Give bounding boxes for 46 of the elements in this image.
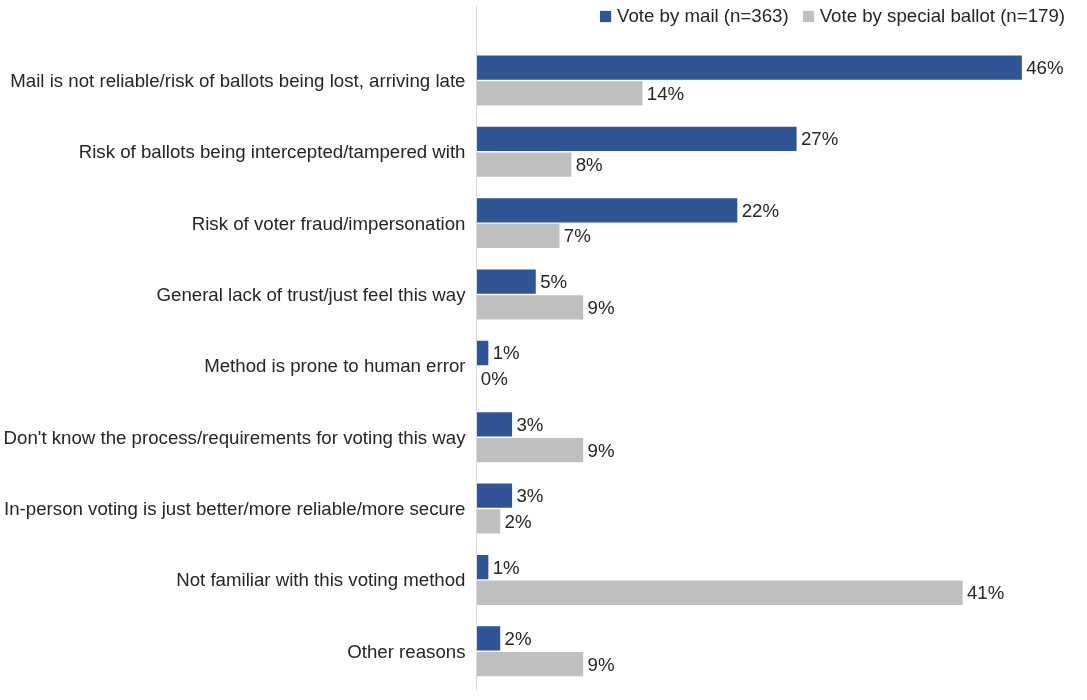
bar: [476, 269, 536, 294]
data-label: 8%: [575, 154, 603, 176]
y-tick-label: Not familiar with this voting method: [176, 569, 466, 591]
bar: [476, 55, 1022, 80]
bar: [476, 412, 513, 437]
bar: [476, 651, 584, 677]
bar: [476, 198, 738, 223]
data-label: 22%: [741, 199, 780, 221]
bar: [476, 437, 584, 463]
y-tick-label: Mail is not reliable/risk of ballots being lost, arriving late: [10, 69, 466, 91]
bar: [476, 340, 489, 366]
y-tick-label: Other reasons: [347, 640, 466, 662]
bar: [476, 126, 797, 152]
y-tick-label: Risk of voter fraud/impersonation: [191, 212, 466, 234]
data-label: 9%: [587, 296, 615, 318]
data-label: 2%: [504, 627, 532, 649]
data-label: 46%: [1026, 57, 1064, 79]
bar: [476, 483, 513, 508]
bar: [476, 580, 963, 605]
y-tick-label: Don't know the process/requirements for voting this way: [3, 426, 467, 448]
data-label: 41%: [966, 582, 1005, 604]
bar: [476, 554, 489, 580]
data-label: 3%: [516, 413, 544, 435]
data-label: 0%: [480, 368, 508, 390]
data-label: 1%: [492, 342, 520, 364]
legend-label: Vote by mail (n=363): [617, 5, 789, 27]
data-label: 9%: [587, 653, 615, 675]
y-tick-label: Method is prone to human error: [204, 355, 466, 377]
data-label: 9%: [587, 439, 615, 461]
y-tick-label: Risk of ballots being intercepted/tampered with: [78, 141, 466, 163]
data-label: 2%: [504, 510, 532, 532]
data-label: 1%: [492, 556, 520, 578]
bar: [476, 152, 572, 177]
data-label: 3%: [516, 485, 544, 507]
bar: [476, 223, 560, 249]
data-label: 14%: [646, 82, 685, 104]
bar: [476, 509, 501, 534]
bar: [476, 626, 501, 651]
data-label: 7%: [563, 225, 591, 247]
y-tick-label: In-person voting is just better/more reliable/more secure: [4, 498, 466, 520]
bar: [476, 81, 643, 106]
legend-label: Vote by special ballot (n=179): [819, 5, 1065, 27]
bar: [476, 295, 584, 320]
data-label: 5%: [540, 271, 568, 293]
y-tick-label: General lack of trust/just feel this way: [156, 283, 467, 305]
data-label: 27%: [800, 128, 839, 150]
